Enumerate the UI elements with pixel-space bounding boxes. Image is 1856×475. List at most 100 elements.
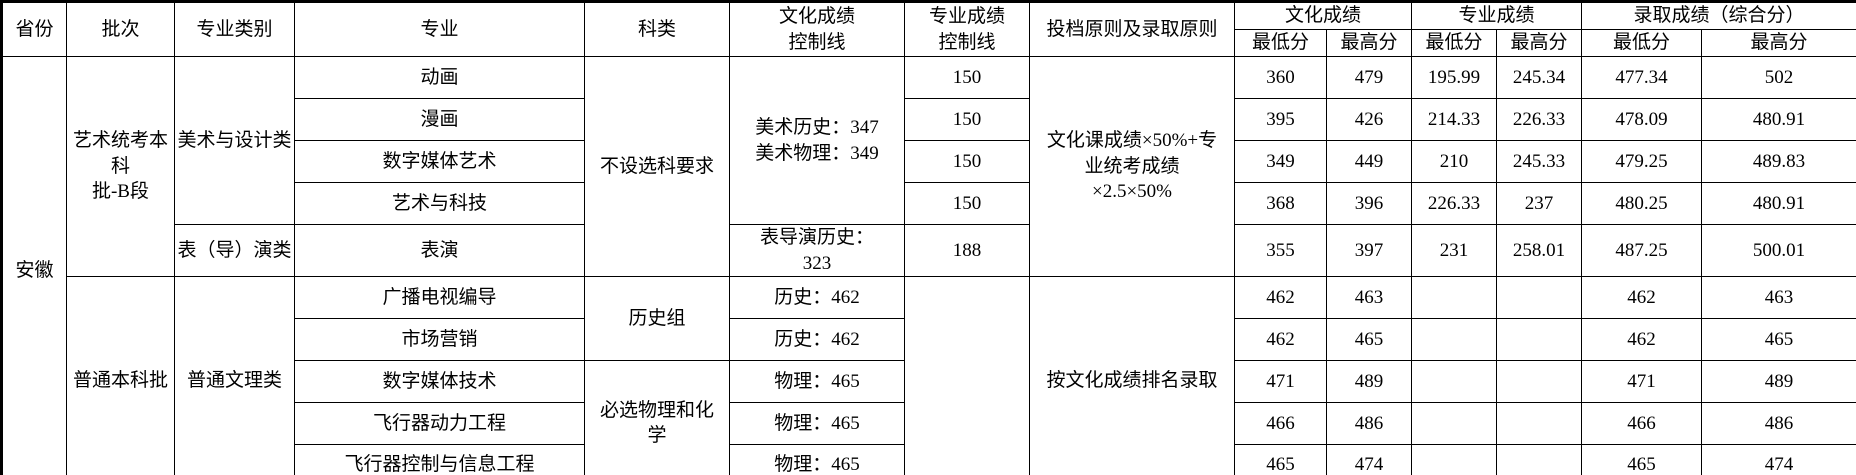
- cell-major: 艺术与科技: [294, 182, 585, 225]
- cell-category-general: 普通文理类: [174, 276, 295, 475]
- cell-admission-max: 500.01: [1701, 223, 1856, 278]
- header-major: 专业: [294, 1, 585, 57]
- cell-major-min: 226.33: [1411, 182, 1498, 225]
- cell-major-max: [1496, 276, 1583, 320]
- cell-province: 安徽: [1, 55, 67, 475]
- cell-admission-max: 489: [1701, 360, 1856, 404]
- cell-culture-max: 474: [1325, 444, 1413, 475]
- cell-major-max: 226.33: [1496, 98, 1583, 141]
- table-row: 数字媒体技术 必选物理和化 学 物理：465 471 489 471 489: [2, 360, 1856, 475]
- header-culture-max: 最高分: [1325, 29, 1413, 57]
- cell-major-line: 150: [904, 140, 1030, 183]
- cell-major-min: [1411, 276, 1498, 320]
- cell-admission-min: 465: [1581, 444, 1703, 475]
- cell-major-min: 231: [1411, 223, 1498, 278]
- cell-major: 漫画: [294, 98, 585, 141]
- cell-major-min: [1411, 360, 1498, 404]
- header-batch: 批次: [66, 1, 175, 57]
- header-admission-principle: 投档原则及录取原则: [1029, 1, 1235, 57]
- cell-culture-max: 397: [1325, 223, 1413, 278]
- cell-culture-min: 395: [1234, 98, 1327, 141]
- cell-culture-min: 368: [1234, 182, 1327, 225]
- cell-major: 广播电视编导: [294, 276, 585, 320]
- cell-major: 数字媒体艺术: [294, 140, 585, 183]
- cell-major: 动画: [294, 56, 585, 99]
- cell-major: 数字媒体技术: [294, 360, 585, 404]
- cell-major-min: [1411, 444, 1498, 475]
- cell-admission-max: 480.91: [1701, 182, 1856, 225]
- cell-culture-line: 历史：462: [729, 276, 905, 320]
- cell-admission-max: 465: [1701, 318, 1856, 362]
- cell-culture-line: 物理：465: [729, 402, 905, 446]
- cell-admission-max: 463: [1701, 276, 1856, 320]
- cell-culture-max: 463: [1325, 276, 1413, 320]
- cell-major-max: 245.33: [1496, 140, 1583, 183]
- cell-major-min: 214.33: [1411, 98, 1498, 141]
- cell-subject-no-requirement: 不设选科要求: [584, 55, 730, 278]
- cell-culture-line: 物理：465: [729, 360, 905, 404]
- cell-category-performance: 表（导）演类: [174, 223, 295, 278]
- cell-culture-min: 355: [1234, 223, 1327, 278]
- cell-major-min: [1411, 402, 1498, 446]
- cell-major-max: [1496, 444, 1583, 475]
- cell-major-max: 245.34: [1496, 56, 1583, 99]
- cell-major-min: 210: [1411, 140, 1498, 183]
- header-province: 省份: [1, 1, 67, 57]
- cell-culture-min: 462: [1234, 276, 1327, 320]
- cell-subject-history-group: 历史组: [584, 276, 730, 362]
- table-row: 漫画 150 395 426 214.33 226.33 478.09 480.…: [2, 98, 1856, 141]
- cell-admission-min: 478.09: [1581, 98, 1703, 141]
- cell-principle-art: 文化课成绩×50%+专 业统考成绩 ×2.5×50%: [1029, 55, 1235, 278]
- cell-major-max: [1496, 318, 1583, 362]
- cell-culture-min: 465: [1234, 444, 1327, 475]
- header-major-score-group: 专业成绩: [1411, 1, 1583, 30]
- cell-major-line-empty: [904, 276, 1030, 475]
- cell-batch-general: 普通本科批: [66, 276, 175, 475]
- cell-admission-min: 477.34: [1581, 56, 1703, 99]
- cell-major-min: 195.99: [1411, 56, 1498, 99]
- cell-admission-max: 486: [1701, 402, 1856, 446]
- cell-subject-physics-chemistry: 必选物理和化 学: [584, 360, 730, 475]
- cell-culture-line: 历史：462: [729, 318, 905, 362]
- header-subject-type: 科类: [584, 1, 730, 57]
- cell-major-max: [1496, 402, 1583, 446]
- table-row: 飞行器动力工程 物理：465 466 486 466 486: [2, 402, 1856, 446]
- header-major-control-line: 专业成绩 控制线: [904, 1, 1030, 57]
- cell-major: 表演: [294, 223, 585, 278]
- table-row: 安徽 艺术统考本科 批-B段 美术与设计类 动画 不设选科要求 美术历史：347…: [1, 55, 1856, 475]
- cell-admission-min: 462: [1581, 318, 1703, 362]
- cell-major: 飞行器动力工程: [294, 402, 585, 446]
- cell-culture-line: 表导演历史： 323: [729, 223, 905, 278]
- cell-major: 飞行器控制与信息工程: [294, 444, 585, 475]
- cell-admission-min: 462: [1581, 276, 1703, 320]
- header-culture-control-line: 文化成绩 控制线: [729, 1, 905, 57]
- cell-principle-general: 按文化成绩排名录取: [1029, 276, 1235, 475]
- cell-culture-max: 465: [1325, 318, 1413, 362]
- cell-culture-max: 449: [1325, 140, 1413, 183]
- header-admission-min: 最低分: [1581, 29, 1703, 57]
- header-row-2: 最低分 最高分 最低分 最高分 最低分 最高分: [2, 29, 1856, 57]
- header-row-1: 省份 批次 专业类别 专业 科类 文化成绩 控制线 专业成绩 控制线 投档原则及…: [1, 1, 1856, 57]
- header-major-max: 最高分: [1496, 29, 1583, 57]
- cell-admission-max: 474: [1701, 444, 1856, 475]
- cell-admission-max: 502: [1701, 56, 1856, 99]
- cell-culture-max: 489: [1325, 360, 1413, 404]
- cell-major-line: 150: [904, 182, 1030, 225]
- cell-major-line: 150: [904, 98, 1030, 141]
- cell-major-line: 188: [904, 223, 1030, 278]
- header-culture-min: 最低分: [1234, 29, 1327, 57]
- cell-major: 市场营销: [294, 318, 585, 362]
- table-row: 数字媒体艺术 150 349 449 210 245.33 479.25 489…: [2, 140, 1856, 183]
- table-row: 飞行器控制与信息工程 物理：465 465 474 465 474: [2, 444, 1856, 475]
- cell-admission-min: 480.25: [1581, 182, 1703, 225]
- header-admission-max: 最高分: [1701, 29, 1856, 57]
- cell-major-min: [1411, 318, 1498, 362]
- cell-culture-min: 466: [1234, 402, 1327, 446]
- cell-admission-max: 489.83: [1701, 140, 1856, 183]
- cell-batch-art: 艺术统考本科 批-B段: [66, 55, 175, 278]
- cell-major-max: 258.01: [1496, 223, 1583, 278]
- cell-admission-min: 479.25: [1581, 140, 1703, 183]
- cell-major-line: 150: [904, 56, 1030, 99]
- cell-admission-min: 487.25: [1581, 223, 1703, 278]
